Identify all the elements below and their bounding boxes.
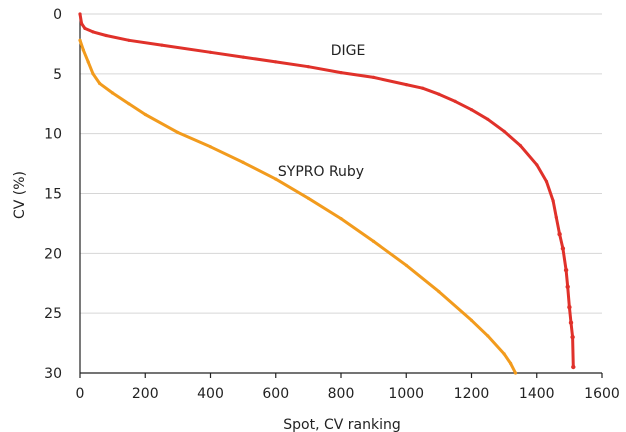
x-tick-label: 1400 [519,386,555,402]
dige-data-point [127,38,131,42]
axes [79,14,603,378]
dige-data-point [551,199,555,203]
sypro-ruby-data-point [404,263,408,267]
dige-data-point [274,60,278,64]
sypro-ruby-data-point [143,112,147,117]
y-tick-label: 20 [44,246,62,262]
sypro-ruby-data-point [91,72,95,76]
dige-data-point [437,92,441,96]
dige-tail-point [570,334,575,340]
y-tick-label: 0 [53,7,62,23]
x-tick-label: 400 [197,386,224,402]
dige-data-point [91,30,95,34]
y-tick-label: 25 [44,306,62,322]
x-tick-label: 1600 [584,386,620,402]
dige-data-point [160,43,164,47]
dige-data-point [486,117,490,121]
dige-tail-point [563,267,569,273]
dige-tail-point [571,364,576,370]
dige-data-point [208,50,213,54]
dige-data-point [78,12,82,16]
x-tick-label: 200 [132,386,159,402]
dige-series-line [78,12,575,369]
dige-tail-point [557,232,562,237]
dige-data-point [104,33,108,38]
x-tick-label: 0 [76,386,85,402]
sypro-ruby-data-point [437,290,441,294]
sypro-ruby-data-point [208,145,213,149]
dige-data-point [544,179,549,184]
dige-tail-point [565,284,570,289]
dige-data-point [518,144,523,148]
sypro-ruby-data-point [241,160,245,164]
y-tick-label: 5 [53,67,62,83]
sypro-ruby-data-point [81,48,85,52]
y-tick-label: 30 [44,366,62,382]
sypro-ruby-data-point [127,102,131,106]
sypro-ruby-data-point [176,130,180,135]
dige-data-point [554,215,558,219]
sypro-ruby-data-point [78,38,82,42]
sypro-ruby-data-point [111,91,115,95]
sypro-ruby-series-label: SYPRO Ruby [278,164,364,180]
dige-data-point [83,26,87,30]
dige-data-point [241,55,245,59]
dige-data-point [469,108,474,112]
series [78,12,576,375]
dige-data-point [404,83,408,87]
dige-data-point [372,75,376,79]
dige-data-point [421,86,425,90]
x-tick-label: 600 [262,386,289,402]
x-tick-label: 800 [328,386,355,402]
labels: Spot, CV ranking CV (%) 0 5 10 15 20 25 30 0 200… [12,7,620,432]
sypro-ruby-data-point [98,81,102,85]
sypro-ruby-data-point [339,217,343,221]
y-tick-label: 10 [44,127,62,143]
gridlines [80,13,602,314]
dige-data-point [306,65,310,69]
sypro-ruby-data-point [486,334,490,338]
x-axis-label: Spot, CV ranking [283,417,401,432]
dige-data-point [502,129,506,133]
sypro-ruby-data-point [306,196,310,200]
sypro-ruby-data-point [86,60,90,64]
y-axis-label: CV (%) [12,171,28,219]
dige-data-point [80,22,84,26]
y-tick-label: 15 [44,187,62,203]
sypro-ruby-data-point [502,352,506,356]
dige-data-point [453,99,457,103]
sypro-ruby-data-point [513,371,518,375]
sypro-ruby-data-point [469,318,474,322]
dige-tail-point [568,320,574,325]
dige-data-point [535,163,539,167]
dige-data-point [339,71,343,75]
sypro-ruby-data-point [372,239,376,243]
dige-series-label: DIGE [331,43,366,59]
sypro-ruby-data-point [274,177,278,181]
dige-tail-point [560,246,566,251]
sypro-ruby-series-line [78,38,517,375]
x-tick-label: 1200 [454,386,490,402]
x-tick-label: 1000 [388,386,424,402]
sypro-ruby-data-point [509,361,513,365]
dige-tail-point [567,305,572,310]
